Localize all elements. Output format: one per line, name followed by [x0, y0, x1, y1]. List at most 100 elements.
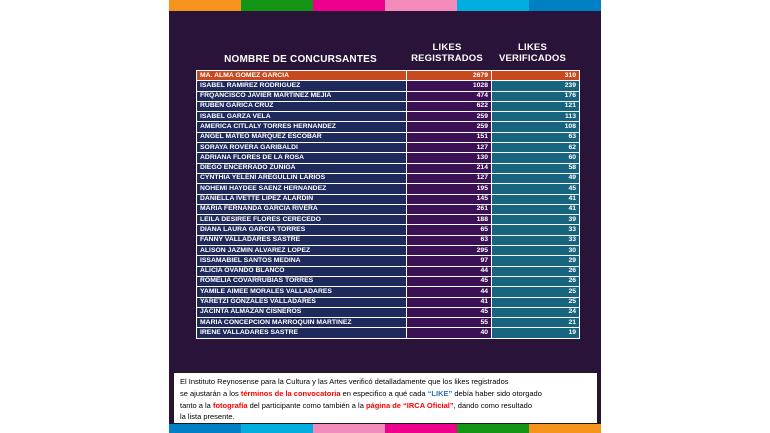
header-likes-verificados: LIKES VERIFICADOS: [498, 42, 567, 65]
likes-registered-cell: 1028: [406, 80, 492, 92]
bottom-color-bar: [169, 424, 601, 433]
top-color-bar: [169, 0, 601, 11]
likes-registered-cell: 145: [406, 193, 492, 205]
likes-verified-cell: 41: [491, 193, 580, 205]
likes-verified-cell: 29: [491, 255, 580, 267]
likes-registered-cell: 151: [406, 131, 492, 144]
likes-registered-cell: 44: [406, 265, 492, 277]
likes-registered-cell: 295: [406, 245, 492, 257]
likes-registered-cell: 63: [406, 234, 492, 247]
likes-registered-cell: 97: [406, 255, 492, 267]
table-row: DANIELLA IVETTE LIPEZ ALARDIN 145 41: [196, 193, 580, 205]
contestant-name-cell: MA. ALMA GOMEZ GARCIA: [196, 69, 407, 82]
contestant-name-cell: MARIA CONCEPCION MARROQUIN MARTINEZ: [196, 317, 407, 329]
contestant-name-cell: AMERICA CITLALY TORRES HERNANDEZ: [196, 121, 407, 133]
footnote-segment: fotografía: [212, 400, 248, 410]
table-row: AMERICA CITLALY TORRES HERNANDEZ 259 108: [196, 121, 580, 133]
contestant-name-cell: RUBEN GARICA CRUZ: [196, 100, 407, 113]
table-row: ANGEL MATEO MARQUEZ ESCOBAR 151 63: [196, 131, 580, 144]
likes-registered-cell: 259: [406, 121, 492, 133]
color-bar-segment: [385, 424, 457, 433]
likes-registered-cell: 474: [406, 90, 492, 102]
contestant-name-cell: ISSAMABIEL SANTOS MEDINA: [196, 255, 407, 267]
likes-verified-cell: 113: [491, 111, 580, 123]
likes-registered-cell: 188: [406, 214, 492, 226]
likes-registered-cell: 261: [406, 203, 492, 216]
likes-registered-cell: 2679: [406, 69, 492, 82]
footnote-segment: tanto a la: [180, 400, 213, 410]
contestant-name-cell: ISABEL GARZA VELA: [196, 111, 407, 123]
likes-verified-cell: 24: [491, 306, 580, 319]
table-row: ADRIANA FLORES DE LA ROSA 130 60: [196, 152, 580, 164]
color-bar-segment: [385, 0, 457, 11]
likes-verified-cell: 21: [491, 317, 580, 329]
table-row: CYNTHIA YELENI AREGULLIN LARIOS 127 49: [196, 172, 580, 185]
likes-verified-cell: 41: [491, 203, 580, 216]
contestant-name-cell: YARETZI GONZALES VALLADARES: [196, 296, 407, 308]
table-row: DIEGO ENCERRADO ZUÑIGA 214 58: [196, 162, 580, 174]
color-bar-segment: [169, 424, 241, 433]
likes-registered-cell: 65: [406, 224, 492, 236]
contestant-name-cell: JACINTA ALMAZAN CISNEROS: [196, 306, 407, 319]
likes-verified-cell: 62: [491, 142, 580, 154]
likes-verified-cell: 121: [491, 100, 580, 113]
table-row: RUBEN GARICA CRUZ 622 121: [196, 100, 580, 113]
color-bar-segment: [529, 0, 601, 11]
table-row: NOHEMI HAYDEE SAENZ HERNANDEZ 195 45: [196, 183, 580, 195]
table-row: ALISON JAZMIN ALVAREZ LOPEZ 295 30: [196, 245, 580, 257]
contestant-name-cell: ISABEL RAMIREZ RODRIGUEZ: [196, 80, 407, 92]
color-bar-segment: [529, 424, 601, 433]
color-bar-segment: [169, 0, 241, 11]
contestant-name-cell: ANGEL MATEO MARQUEZ ESCOBAR: [196, 131, 407, 144]
contestant-name-cell: ALISON JAZMIN ALVAREZ LOPEZ: [196, 245, 407, 257]
footnote-segment: El Instituto Reynosense para la Cultura …: [180, 377, 509, 386]
color-bar-segment: [241, 424, 313, 433]
table-row: FRQANCISCO JAVIER MARTINEZ MEJIA 474 176: [196, 90, 580, 102]
likes-verified-cell: 25: [491, 296, 580, 308]
likes-registered-cell: 259: [406, 111, 492, 123]
likes-registered-cell: 40: [406, 327, 492, 339]
results-table: MA. ALMA GOMEZ GARCIA 2679 310 ISABEL RAMIR…: [196, 69, 580, 339]
footnote-segment: página de “IRCA Oficial”: [365, 400, 454, 410]
footnote-segment: “LIKE”: [427, 388, 453, 398]
likes-verified-cell: 310: [491, 69, 580, 82]
likes-verified-cell: 60: [491, 152, 580, 164]
likes-registered-cell: 195: [406, 183, 492, 195]
footnote-box: El Instituto Reynosense para la Cultura …: [173, 372, 598, 424]
likes-verified-cell: 19: [491, 327, 580, 339]
table-row: ALICIA OVANDO BLANCO 44 26: [196, 265, 580, 277]
footnote-segment: , dando como resultado: [453, 400, 532, 410]
table-row: IRENE VALLADARES SASTRE 40 19: [196, 327, 580, 339]
likes-registered-cell: 45: [406, 275, 492, 288]
table-row: JACINTA ALMAZAN CISNEROS 45 24: [196, 306, 580, 319]
likes-verified-cell: 239: [491, 80, 580, 92]
likes-verified-cell: 63: [491, 131, 580, 144]
color-bar-segment: [241, 0, 313, 11]
likes-registered-cell: 45: [406, 306, 492, 319]
likes-registered-cell: 44: [406, 286, 492, 298]
contestant-name-cell: FANNY VALLADARES SASTRE: [196, 234, 407, 247]
contestant-name-cell: CYNTHIA YELENI AREGULLIN LARIOS: [196, 172, 407, 185]
footnote-segment: en especifico a qué cada: [340, 388, 428, 398]
color-bar-segment: [313, 424, 385, 433]
footnote-text: El Instituto Reynosense para la Cultura …: [180, 376, 591, 423]
table-row: DIANA LAURA GARCIA TORRES 65 33: [196, 224, 580, 236]
likes-verified-cell: 108: [491, 121, 580, 133]
color-bar-segment: [313, 0, 385, 11]
table-row: SORAYA ROVERA GARIBALDI 127 62: [196, 142, 580, 154]
contestant-name-cell: LEILA DESIREE FLORES CERECEDO: [196, 214, 407, 226]
table-row: FANNY VALLADARES SASTRE 63 33: [196, 234, 580, 247]
contestant-name-cell: DIEGO ENCERRADO ZUÑIGA: [196, 162, 407, 174]
likes-verified-cell: 33: [491, 234, 580, 247]
likes-registered-cell: 41: [406, 296, 492, 308]
likes-registered-cell: 130: [406, 152, 492, 164]
contestant-name-cell: SORAYA ROVERA GARIBALDI: [196, 142, 407, 154]
footnote-segment: del participante como también a la: [247, 400, 366, 410]
likes-verified-cell: 49: [491, 172, 580, 185]
likes-verified-cell: 58: [491, 162, 580, 174]
likes-registered-cell: 214: [406, 162, 492, 174]
likes-verified-cell: 45: [491, 183, 580, 195]
likes-verified-cell: 30: [491, 245, 580, 257]
header-likes-registrados: LIKES REGISTRADOS: [411, 42, 483, 65]
likes-registered-cell: 622: [406, 100, 492, 113]
